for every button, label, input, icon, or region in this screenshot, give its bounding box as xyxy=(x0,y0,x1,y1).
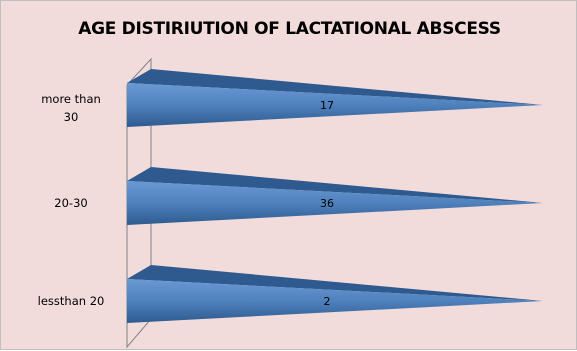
data-label: 17 xyxy=(320,99,334,112)
category-label: 30 xyxy=(64,110,79,124)
data-label: 36 xyxy=(320,197,334,210)
category-label: lessthan 20 xyxy=(38,294,105,308)
category-label: 20-30 xyxy=(54,196,87,210)
category-label: more than xyxy=(41,92,101,106)
data-label: 2 xyxy=(324,295,331,308)
